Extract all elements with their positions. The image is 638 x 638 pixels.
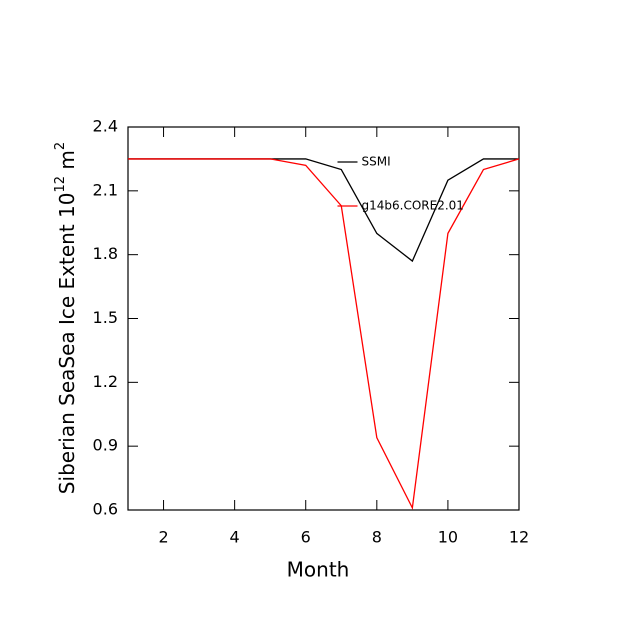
y-label-exponent: 12 xyxy=(53,176,68,193)
plot-frame xyxy=(127,126,520,511)
x-axis-label: Month xyxy=(287,558,350,582)
y-label-unit-exponent: 2 xyxy=(53,142,68,150)
y-label-unit: m xyxy=(55,150,79,176)
x-tick-label: 10 xyxy=(438,528,458,547)
x-tick-label: 2 xyxy=(158,528,168,547)
y-tick-label: 0.6 xyxy=(93,500,118,519)
y-tick-label: 2.1 xyxy=(93,180,118,199)
x-tick-label: 12 xyxy=(509,528,529,547)
y-tick-label: 2.4 xyxy=(93,117,118,136)
legend-label: SSMI xyxy=(362,155,391,169)
series-line xyxy=(128,158,520,511)
y-tick-label: 1.2 xyxy=(93,372,118,391)
x-tick-label: 6 xyxy=(301,528,311,547)
y-label-text: Siberian SeaSea Ice Extent 10 xyxy=(55,192,79,494)
y-axis-label: Siberian SeaSea Ice Extent 1012 m2 xyxy=(53,142,79,494)
legend-label: g14b6.CORE2.01 xyxy=(362,199,464,213)
y-tick-label: 0.9 xyxy=(93,436,118,455)
x-tick-label: 4 xyxy=(230,528,240,547)
y-tick-label: 1.8 xyxy=(93,244,118,263)
x-tick-label: 8 xyxy=(372,528,382,547)
y-tick-label: 1.5 xyxy=(93,308,118,327)
